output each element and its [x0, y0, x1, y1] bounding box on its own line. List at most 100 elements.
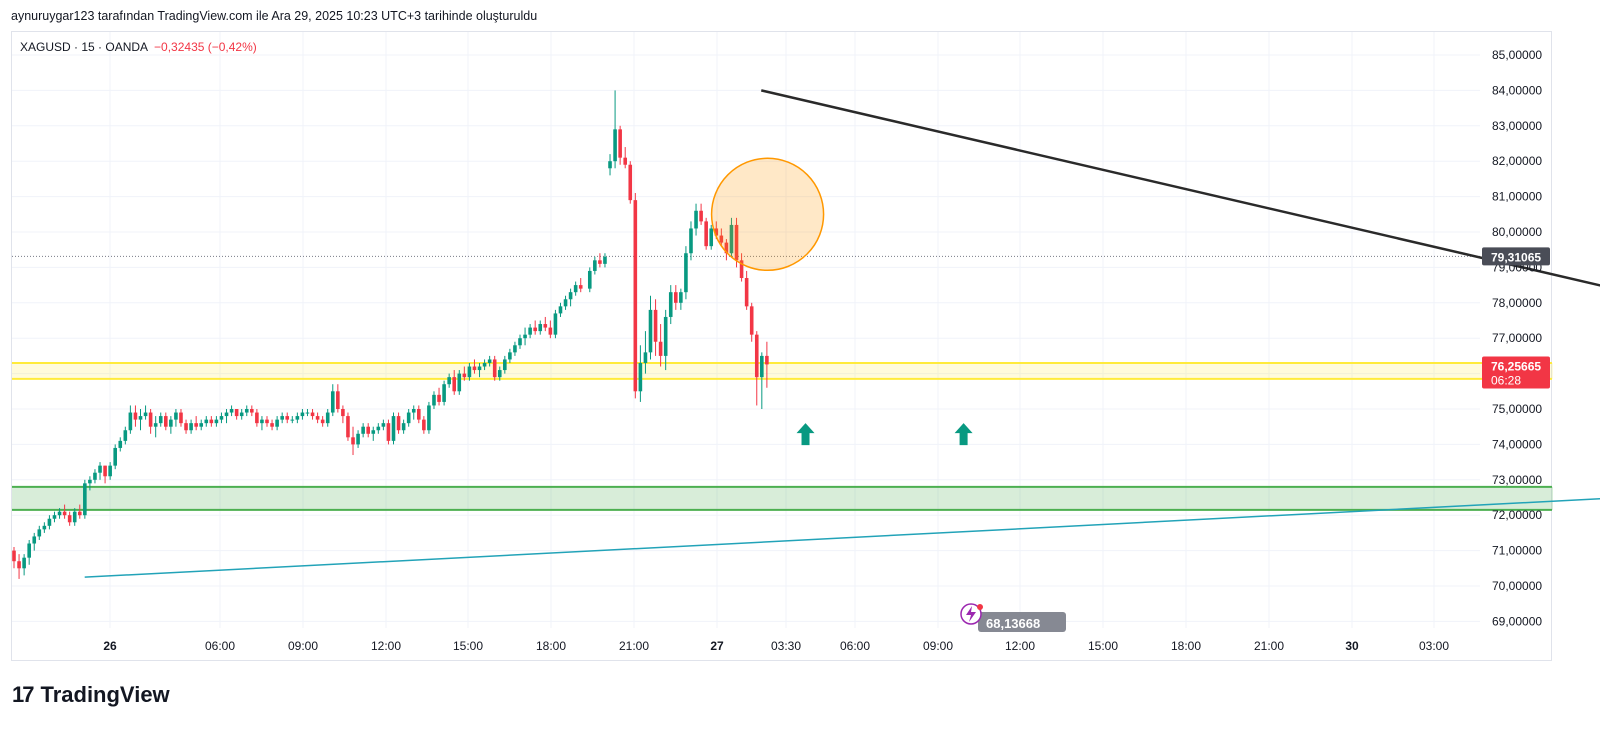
candle-body: [744, 278, 749, 307]
candle-body: [158, 416, 163, 424]
candle-body: [749, 306, 754, 335]
candle-body: [224, 412, 229, 417]
tradingview-logo[interactable]: 17 TradingView: [12, 682, 170, 708]
trendlines: [84, 89, 1600, 578]
candle-body: [608, 161, 612, 169]
candle-body: [77, 511, 82, 516]
candle-body: [719, 235, 724, 243]
candle-body: [98, 465, 102, 473]
candle-body: [422, 419, 426, 431]
y-tick-label: 83,00000: [1492, 119, 1542, 133]
x-tick-label: 27: [710, 639, 724, 653]
candle-body: [22, 557, 26, 569]
candle-body: [633, 200, 638, 392]
chart-caption: aynuruygar123 tarafından TradingView.com…: [11, 9, 538, 23]
candle-body: [391, 416, 396, 441]
candle-body: [361, 426, 365, 434]
candle-body: [320, 419, 325, 424]
candle-body: [553, 313, 558, 335]
candle-body: [628, 164, 633, 201]
candle-body: [209, 419, 214, 424]
candle-body: [508, 352, 512, 360]
candle-body: [300, 412, 305, 417]
candle-body: [533, 327, 537, 332]
candle-body: [482, 362, 487, 367]
candle-body: [734, 224, 739, 261]
candle-body: [477, 366, 482, 371]
indicator-badge-bg: [978, 612, 1066, 632]
x-tick-label: 18:00: [536, 639, 566, 653]
y-tick-label: 82,00000: [1492, 154, 1542, 168]
candle-body: [310, 412, 315, 417]
x-tick-label: 21:00: [619, 639, 649, 653]
trendline-support: [84, 498, 1600, 578]
candle-body: [67, 515, 72, 523]
chart-frame: [11, 31, 1552, 661]
alert-dot: [977, 604, 983, 610]
candle-body: [315, 416, 320, 420]
x-tick-label: 21:00: [1254, 639, 1284, 653]
candle-body: [401, 423, 406, 431]
candle-body: [143, 412, 148, 417]
candle-body: [62, 511, 67, 516]
candle-body: [366, 426, 370, 434]
candle-body: [452, 377, 457, 392]
y-tick-label: 84,00000: [1492, 83, 1542, 97]
x-tick-label: 26: [103, 639, 117, 653]
candle-body: [587, 270, 592, 289]
y-tick-label: 74,00000: [1492, 437, 1542, 451]
symbol-legend[interactable]: XAGUSD · 15 · OANDA −0,32435 (−0,42%): [20, 40, 257, 54]
candle-body: [189, 423, 193, 431]
x-tick-label: 15:00: [1088, 639, 1118, 653]
candle-body: [668, 292, 673, 317]
candle-body: [411, 409, 416, 413]
candle-body: [593, 260, 597, 271]
x-tick-label: 09:00: [288, 639, 318, 653]
symbol-name: XAGUSD · 15 · OANDA: [20, 40, 149, 54]
candle-body: [704, 221, 708, 247]
candle-body: [376, 426, 381, 431]
candle-body: [689, 228, 693, 254]
candle-body: [694, 210, 698, 229]
x-tick-label: 06:00: [840, 639, 870, 653]
candle-body: [739, 260, 744, 279]
candle-body: [663, 316, 668, 356]
candle-body: [548, 327, 553, 335]
candle-body: [518, 338, 522, 346]
zone-green: [12, 486, 1553, 510]
price-label-last-close: 79,31065: [1491, 250, 1541, 264]
candle-body: [103, 465, 107, 477]
candle-body: [598, 260, 602, 264]
x-tick-label: 18:00: [1171, 639, 1201, 653]
candle-body: [37, 529, 42, 537]
candle-body: [558, 306, 563, 314]
candle-body: [169, 419, 173, 427]
candle-body: [513, 345, 517, 353]
candle-body: [148, 412, 153, 427]
candle-body: [219, 416, 224, 420]
price-label-bg: [1482, 247, 1550, 266]
x-tick-label: 03:00: [1419, 639, 1449, 653]
candle-body: [684, 253, 688, 293]
candle-body: [133, 412, 138, 420]
y-tick-label: 69,00000: [1492, 614, 1542, 628]
x-tick-label: 15:00: [453, 639, 483, 653]
candle-body: [714, 228, 719, 236]
candle-body: [275, 419, 279, 427]
candle-body: [563, 299, 568, 307]
candle-body: [467, 366, 472, 378]
trendline-resistance: [760, 89, 1600, 287]
candle-body: [648, 309, 653, 353]
x-tick-label: 12:00: [1005, 639, 1035, 653]
candle-body: [128, 412, 133, 431]
y-tick-label: 80,00000: [1492, 225, 1542, 239]
indicator-value: 68,13668: [986, 616, 1040, 631]
candle-body: [280, 416, 284, 420]
candle-body: [27, 543, 31, 558]
countdown-timer: 06:28: [1491, 374, 1521, 388]
candle-body: [578, 285, 583, 289]
candle-body: [427, 405, 431, 431]
zones: [12, 255, 1553, 511]
candle-body: [285, 416, 290, 420]
